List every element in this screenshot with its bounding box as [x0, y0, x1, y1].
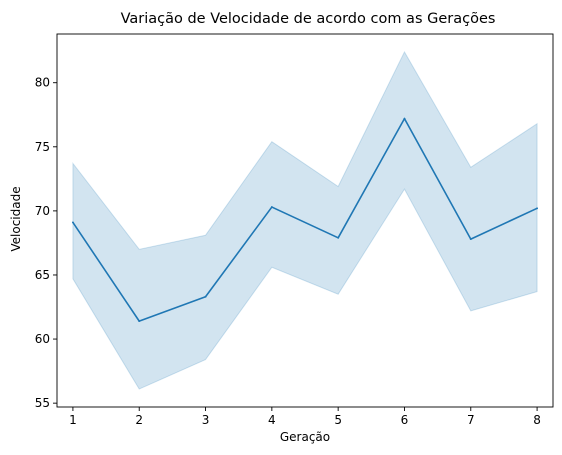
series-line-segment	[403, 117, 472, 240]
data-point	[403, 117, 406, 120]
y-tick-label: 75	[35, 140, 50, 154]
series-line-segment	[271, 206, 339, 239]
y-tick-label: 80	[35, 76, 50, 90]
series-line-segment	[204, 206, 273, 298]
y-tick-label: 65	[35, 268, 50, 282]
x-tick-label: 3	[202, 413, 210, 427]
data-point	[72, 221, 74, 224]
series-line-segment	[337, 117, 406, 239]
chart-title: Variação de Velocidade de acordo com as …	[121, 11, 496, 27]
data-point	[138, 320, 141, 323]
x-tick-label: 7	[467, 413, 475, 427]
series-line-segment	[138, 295, 207, 322]
x-tick-label: 8	[533, 413, 541, 427]
plot-area: 1 2 3 4 5 6 7 8 55 60 65 70 75 80	[35, 33, 554, 427]
y-tick-label: 70	[35, 204, 50, 218]
y-tick-label: 60	[35, 332, 50, 346]
y-axis-label: Velocidade	[9, 186, 23, 251]
data-point	[270, 206, 273, 208]
series-line-segment	[469, 207, 538, 240]
x-tick-label: 5	[334, 413, 342, 427]
x-tick-label: 4	[268, 413, 276, 427]
data-point	[337, 236, 340, 239]
data-point	[204, 295, 207, 298]
x-tick-label: 1	[69, 413, 77, 427]
series-line-segment	[72, 221, 141, 322]
data-point	[536, 207, 538, 210]
plot-frame	[56, 33, 554, 408]
y-tick-label: 55	[35, 396, 50, 410]
x-axis-label: Geração	[280, 430, 330, 444]
confidence-band-0	[72, 50, 538, 390]
x-tick-label: 2	[135, 413, 143, 427]
x-tick-label: 6	[401, 413, 409, 427]
data-point	[469, 238, 472, 240]
